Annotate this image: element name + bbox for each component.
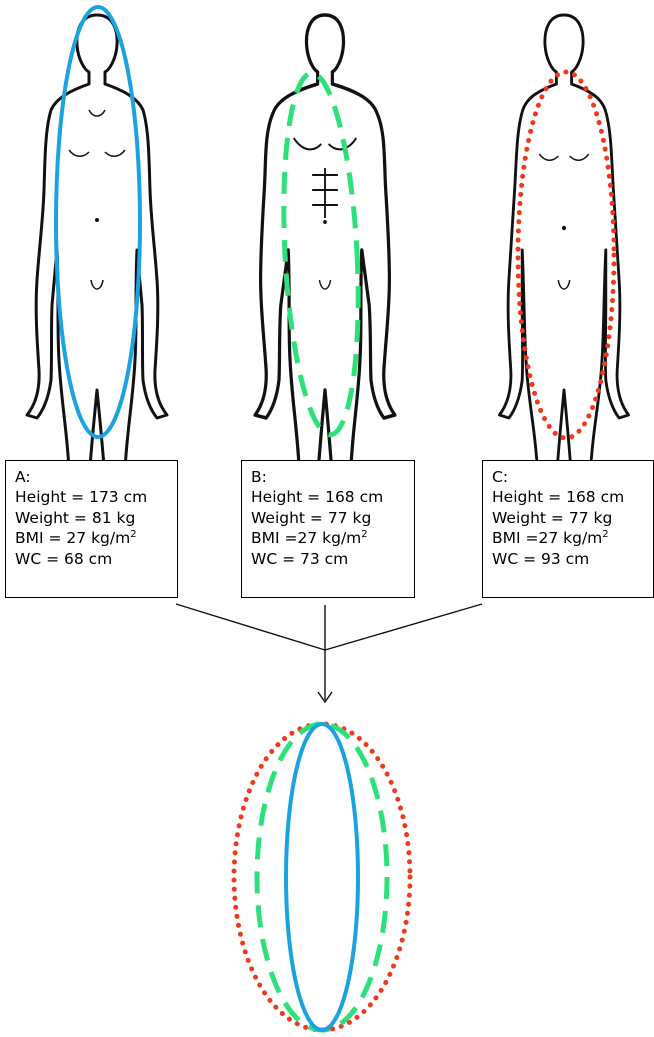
figure-a-outline-ellipse bbox=[54, 5, 142, 439]
box-a-label: A: bbox=[15, 468, 31, 486]
box-c-bmi-row: BMI =27 kg/m2 bbox=[492, 528, 653, 548]
info-box-c: C: Height = 168 cm Weight = 77 kg BMI =2… bbox=[482, 460, 654, 598]
box-b-label: B: bbox=[251, 468, 267, 486]
combined-ellipse-c bbox=[231, 721, 413, 1033]
box-b-bmi-row: BMI =27 kg/m2 bbox=[251, 528, 414, 548]
box-a-bmi-superscript: 2 bbox=[130, 529, 137, 541]
box-a-weight: Weight = 81 kg bbox=[15, 508, 136, 527]
figure-b-outline-ellipse bbox=[281, 70, 361, 438]
connector-line-c bbox=[324, 603, 483, 651]
box-c-bmi-superscript: 2 bbox=[602, 529, 609, 541]
box-c-label: C: bbox=[492, 468, 509, 486]
box-b-height: Height = 168 cm bbox=[251, 488, 384, 507]
box-c-wc: WC = 93 cm bbox=[492, 549, 590, 568]
box-a-wc: WC = 68 cm bbox=[15, 549, 113, 568]
box-c-bmi: BMI =27 kg/m bbox=[492, 529, 603, 548]
box-b-weight: Weight = 77 kg bbox=[251, 508, 372, 527]
box-b-wc: WC = 73 cm bbox=[251, 549, 349, 568]
figure-c-outline-ellipse bbox=[515, 69, 617, 441]
box-a-height: Height = 173 cm bbox=[15, 488, 148, 507]
info-box-a: A: Height = 173 cm Weight = 81 kg BMI = … bbox=[5, 460, 178, 598]
box-a-bmi: BMI = 27 kg/m bbox=[15, 529, 131, 548]
info-box-b: B: Height = 168 cm Weight = 77 kg BMI =2… bbox=[241, 460, 415, 598]
box-a-bmi-row: BMI = 27 kg/m2 bbox=[15, 528, 177, 548]
box-c-weight: Weight = 77 kg bbox=[492, 508, 613, 527]
box-c-height: Height = 168 cm bbox=[492, 488, 625, 507]
box-b-bmi: BMI =27 kg/m bbox=[251, 529, 362, 548]
combined-ellipse-b bbox=[254, 721, 390, 1033]
arrow-head-icon bbox=[317, 691, 333, 704]
connector-line-a bbox=[175, 603, 326, 651]
combined-ellipse-a bbox=[284, 722, 360, 1032]
box-b-bmi-superscript: 2 bbox=[361, 529, 368, 541]
